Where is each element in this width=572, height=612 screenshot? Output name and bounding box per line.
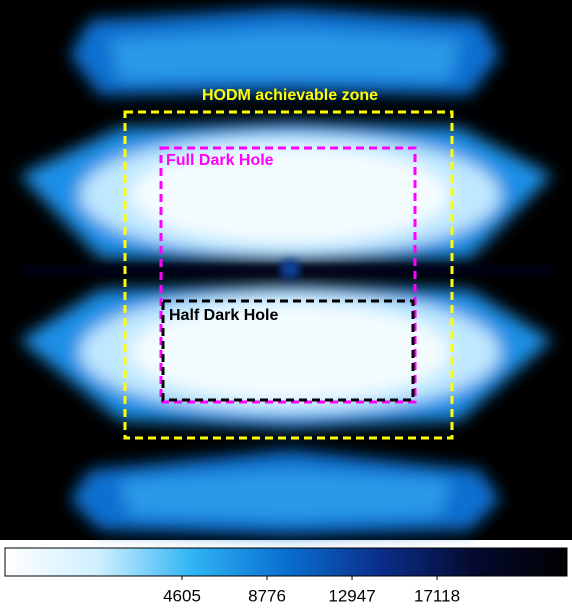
tick-label: 17118 — [414, 586, 460, 605]
annotation-label: Half Dark Hole — [169, 307, 278, 324]
annotations: HODM achievable zone Full Dark Hole Half D… — [123, 87, 454, 440]
annotation-box — [161, 299, 415, 402]
intensity-image — [0, 0, 572, 540]
annotation-label: HODM achievable zone — [202, 87, 378, 104]
annotation-box — [123, 110, 454, 440]
annotation-label: Full Dark Hole — [166, 152, 274, 169]
tick-label: 8776 — [248, 586, 286, 605]
colorbar-axis: 4605 8776 12947 17118 — [163, 576, 460, 605]
annotation-box — [159, 146, 417, 404]
colorbar — [4, 547, 568, 577]
tick-label: 4605 — [163, 586, 201, 605]
tick-label: 12947 — [328, 586, 375, 605]
